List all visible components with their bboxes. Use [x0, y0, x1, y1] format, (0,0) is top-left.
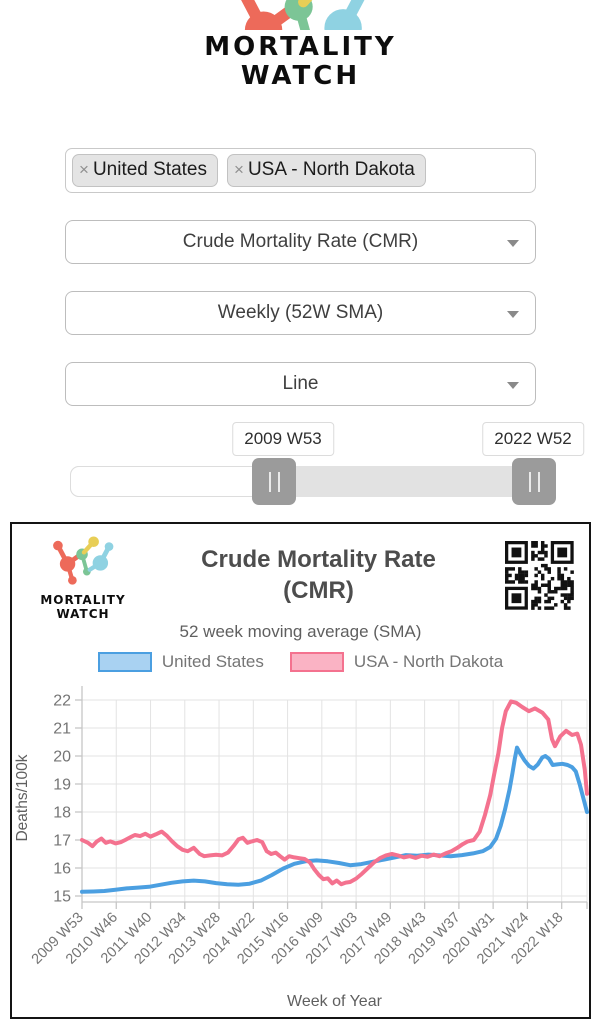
chart-legend: United States USA - North Dakota: [12, 651, 589, 672]
site-title-line1: MORTALITY: [204, 32, 397, 62]
svg-text:17: 17: [53, 832, 71, 849]
legend-swatch-pink: [289, 651, 344, 672]
svg-text:22: 22: [53, 692, 71, 709]
svg-text:Week of Year: Week of Year: [287, 993, 383, 1010]
legend-label: United States: [161, 651, 264, 671]
watermark-title-line1: MORTALITY: [40, 593, 126, 608]
chart-type-select-value: Line: [282, 373, 319, 395]
range-slider-track[interactable]: [70, 458, 556, 506]
remove-tag-icon[interactable]: ×: [234, 160, 244, 180]
remove-tag-icon[interactable]: ×: [79, 160, 89, 180]
chart-watermark-logo: MORTALITY WATCH: [24, 535, 142, 622]
brand-molecule-icon: [240, 0, 364, 30]
range-start-label: 2009 W53: [232, 422, 334, 457]
svg-text:16: 16: [53, 860, 71, 877]
frequency-select-value: Weekly (52W SMA): [217, 302, 384, 324]
date-range-slider: 2009 W53 2022 W52: [0, 422, 601, 516]
chart-title-line1: Crude Mortality Rate: [201, 546, 436, 574]
chart-plot-area: 15 16 17 18 19 20 21 22 Deaths/100k 2009 W53 2010 …: [12, 672, 589, 1029]
country-tag-input[interactable]: × United States × USA - North Dakota: [65, 148, 536, 194]
watermark-title-line2: WATCH: [56, 607, 110, 622]
chart-type-select[interactable]: Line: [65, 362, 536, 407]
site-header: MORTALITY WATCH: [0, 0, 601, 91]
metric-select-value: Crude Mortality Rate (CMR): [182, 231, 419, 253]
svg-text:19: 19: [53, 776, 71, 793]
chevron-down-icon: [507, 382, 519, 390]
chart-card: MORTALITY WATCH Crude Mortality Rate (CM…: [10, 522, 591, 1020]
frequency-select[interactable]: Weekly (52W SMA): [65, 291, 536, 336]
chart-subtitle: 52 week moving average (SMA): [179, 621, 422, 641]
tag-chip-united-states[interactable]: × United States: [72, 154, 219, 188]
qr-code: [495, 535, 579, 616]
filter-controls: × United States × USA - North Dakota Crude…: [65, 148, 536, 407]
range-slider-unselected-segment: [70, 466, 275, 498]
legend-swatch-blue: [97, 651, 152, 672]
metric-select[interactable]: Crude Mortality Rate (CMR): [65, 220, 536, 265]
svg-text:15: 15: [53, 888, 71, 905]
chevron-down-icon: [507, 240, 519, 248]
svg-text:18: 18: [53, 804, 71, 821]
qr-code-icon: [499, 535, 579, 616]
svg-text:20: 20: [53, 748, 71, 765]
svg-text:21: 21: [53, 720, 71, 737]
brand-molecule-icon: [0, 0, 601, 30]
range-end-label: 2022 W52: [482, 422, 584, 457]
chevron-down-icon: [507, 311, 519, 319]
tag-label: United States: [92, 159, 208, 181]
chart-title: Crude Mortality Rate (CMR): [142, 544, 495, 606]
chart-title-line2: (CMR): [283, 577, 354, 605]
tag-chip-usa-north-dakota[interactable]: × USA - North Dakota: [227, 154, 426, 188]
legend-item-united-states[interactable]: United States: [97, 651, 264, 672]
range-handle-start[interactable]: [252, 458, 297, 506]
svg-text:Deaths/100k: Deaths/100k: [14, 754, 31, 841]
brand-molecule-icon: [53, 536, 114, 585]
range-handle-end[interactable]: [512, 458, 556, 506]
legend-item-usa-north-dakota[interactable]: USA - North Dakota: [289, 651, 504, 672]
site-title-line2: WATCH: [240, 61, 361, 92]
chart-card-header: MORTALITY WATCH Crude Mortality Rate (CM…: [12, 524, 589, 622]
legend-label: USA - North Dakota: [353, 651, 504, 671]
site-title: MORTALITY WATCH: [0, 32, 601, 92]
tag-label: USA - North Dakota: [247, 159, 415, 181]
